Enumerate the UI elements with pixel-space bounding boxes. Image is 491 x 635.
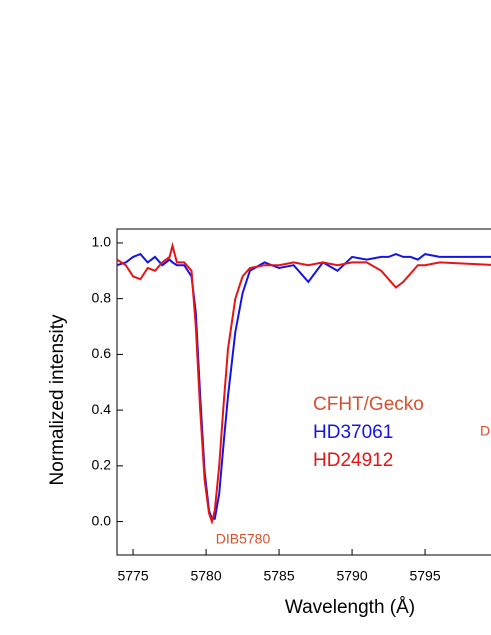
x-tick-label: 5795	[409, 568, 440, 584]
x-tick-label: 5775	[117, 568, 148, 584]
x-axis-label: Wavelength (Å)	[285, 597, 415, 618]
x-tick-label: 5780	[190, 568, 221, 584]
y-tick-label: 0.2	[92, 457, 112, 473]
x-tick-label: 5785	[263, 568, 294, 584]
y-tick-label: 0.6	[92, 345, 112, 361]
annotation: D	[480, 423, 490, 439]
legend-entry: HD24912	[313, 450, 393, 471]
series-line	[116, 252, 491, 520]
y-tick-label: 0.4	[92, 401, 112, 417]
legend-title: CFHT/Gecko	[313, 394, 424, 415]
y-tick-label: 0.8	[92, 289, 112, 305]
annotation: DIB5780	[216, 531, 271, 547]
legend-entry: HD37061	[313, 422, 393, 443]
y-tick-label: 1.0	[92, 234, 112, 250]
y-axis-label: Normalized intensity	[47, 314, 68, 486]
x-tick-label: 5790	[336, 568, 367, 584]
plot-frame	[116, 228, 491, 556]
series-line	[116, 241, 491, 526]
y-tick-label: 0.0	[92, 512, 112, 528]
